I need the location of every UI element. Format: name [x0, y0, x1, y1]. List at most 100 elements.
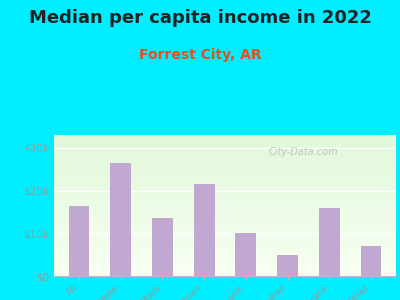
Bar	[54, 230, 396, 231]
Bar	[54, 217, 396, 218]
Bar	[54, 159, 396, 160]
Bar	[54, 151, 396, 152]
Bar	[54, 234, 396, 235]
Bar	[236, 233, 256, 276]
Bar	[54, 273, 396, 274]
Bar	[68, 206, 90, 276]
Bar	[54, 163, 396, 165]
Bar	[54, 255, 396, 256]
Bar	[54, 169, 396, 170]
Bar	[54, 208, 396, 210]
Bar	[54, 172, 396, 173]
Bar	[54, 186, 396, 187]
Bar	[54, 244, 396, 245]
Bar	[54, 260, 396, 262]
Text: Median per capita income in 2022: Median per capita income in 2022	[28, 9, 372, 27]
Bar	[54, 262, 396, 263]
Bar	[54, 196, 396, 197]
Bar	[54, 259, 396, 260]
Bar	[54, 160, 396, 162]
Bar	[360, 246, 382, 276]
Bar	[54, 165, 396, 166]
Bar	[54, 167, 396, 169]
Bar	[54, 199, 396, 200]
Bar	[54, 194, 396, 196]
Bar	[54, 136, 396, 138]
Bar	[152, 218, 173, 276]
Bar	[54, 179, 396, 180]
Bar	[54, 146, 396, 148]
Bar	[54, 166, 396, 167]
Bar	[54, 210, 396, 211]
Bar	[54, 221, 396, 222]
Bar	[277, 255, 298, 276]
Bar	[54, 246, 396, 248]
Bar	[54, 232, 396, 234]
Bar	[54, 173, 396, 175]
Bar	[54, 152, 396, 153]
Bar	[54, 248, 396, 249]
Bar	[54, 220, 396, 221]
Bar	[54, 156, 396, 158]
Bar	[54, 269, 396, 270]
Bar	[54, 141, 396, 142]
Bar	[54, 225, 396, 227]
Bar	[54, 148, 396, 149]
Bar	[54, 153, 396, 155]
Bar	[54, 149, 396, 151]
Bar	[54, 143, 396, 145]
Bar	[54, 182, 396, 183]
Bar	[54, 213, 396, 214]
Bar	[54, 191, 396, 193]
Bar	[54, 175, 396, 176]
Bar	[54, 228, 396, 230]
Bar	[54, 238, 396, 239]
Bar	[54, 142, 396, 143]
Bar	[54, 249, 396, 250]
Bar	[54, 189, 396, 190]
Bar	[54, 155, 396, 156]
Bar	[54, 215, 396, 217]
Bar	[54, 183, 396, 184]
Bar	[54, 158, 396, 159]
Bar	[194, 184, 214, 276]
Bar	[54, 272, 396, 273]
Bar	[54, 250, 396, 252]
Bar	[54, 236, 396, 238]
Bar	[54, 187, 396, 189]
Bar	[54, 207, 396, 208]
Bar	[54, 135, 396, 136]
Bar	[54, 180, 396, 182]
Bar	[54, 200, 396, 201]
Bar	[54, 206, 396, 207]
Bar	[54, 222, 396, 224]
Bar	[54, 214, 396, 215]
Bar	[54, 203, 396, 204]
Bar	[54, 265, 396, 266]
Bar	[54, 145, 396, 146]
Bar	[110, 163, 131, 276]
Bar	[54, 218, 396, 220]
Bar	[54, 263, 396, 265]
Bar	[54, 254, 396, 255]
Bar	[54, 162, 396, 163]
Bar	[54, 201, 396, 203]
Bar	[54, 274, 396, 276]
Bar	[54, 245, 396, 246]
Bar	[54, 193, 396, 194]
Bar	[54, 266, 396, 268]
Bar	[54, 270, 396, 272]
Text: Forrest City, AR: Forrest City, AR	[139, 48, 261, 62]
Bar	[54, 241, 396, 242]
Bar	[54, 138, 396, 139]
Bar	[54, 231, 396, 232]
Bar	[54, 204, 396, 206]
Bar	[54, 176, 396, 177]
Bar	[54, 177, 396, 179]
Bar	[54, 242, 396, 244]
Bar	[54, 197, 396, 199]
Bar	[54, 258, 396, 259]
Bar	[54, 139, 396, 141]
Bar	[319, 208, 340, 276]
Bar	[54, 239, 396, 241]
